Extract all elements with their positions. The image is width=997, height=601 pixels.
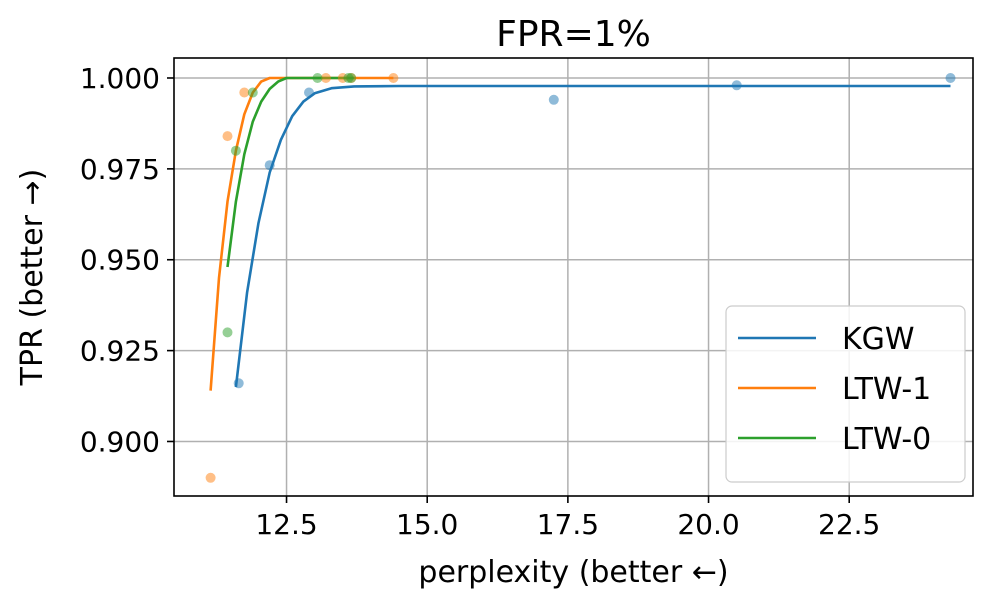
axis-ticks: 12.5 15.0 17.5 20.0 22.5 0.900 0.925 0.950 0.975… — [80, 62, 881, 541]
y-tick-label: 0.950 — [80, 244, 160, 277]
ltw-0-point — [222, 327, 233, 338]
data-points — [205, 73, 956, 483]
legend: KGW LTW-1 LTW-0 — [725, 305, 966, 483]
y-tick-label: 0.925 — [80, 335, 160, 368]
ltw-1-point — [239, 87, 250, 98]
ltw-1-point — [222, 131, 233, 142]
y-axis-title: TPR (better →) — [15, 169, 50, 387]
legend-label-kgw: KGW — [842, 322, 915, 357]
kgw-point — [304, 87, 314, 98]
x-axis-title: perplexity (better ←) — [418, 555, 728, 590]
y-tick-label: 0.975 — [80, 153, 160, 186]
x-tick-label: 15.0 — [396, 508, 458, 541]
x-tick-label: 22.5 — [818, 508, 880, 541]
x-tick-label: 17.5 — [537, 508, 599, 541]
x-tick-label: 20.0 — [677, 508, 739, 541]
y-tick-label: 1.000 — [80, 62, 160, 95]
ltw-0-point — [247, 87, 258, 98]
ltw-1-point — [205, 472, 216, 483]
ltw-1-point — [320, 73, 331, 83]
legend-label-ltw-1: LTW-1 — [842, 372, 931, 407]
ltw-0-point — [346, 73, 357, 83]
chart-title: FPR=1% — [496, 14, 651, 55]
kgw-point — [731, 80, 742, 91]
ltw-0-point — [312, 73, 323, 83]
kgw-point — [264, 160, 275, 171]
ltw-0-fit-line — [226, 76, 355, 268]
plot-frame — [173, 57, 974, 497]
ltw-1-point — [388, 73, 399, 83]
x-tick-label: 12.5 — [255, 508, 317, 541]
ltw-1-fit-line — [209, 76, 394, 391]
legend-label-ltw-0: LTW-0 — [842, 422, 931, 457]
kgw-point — [233, 378, 244, 389]
kgw-point — [548, 94, 559, 105]
kgw-point — [945, 73, 956, 83]
y-tick-label: 0.900 — [80, 425, 160, 458]
ltw-0-point — [230, 145, 241, 156]
